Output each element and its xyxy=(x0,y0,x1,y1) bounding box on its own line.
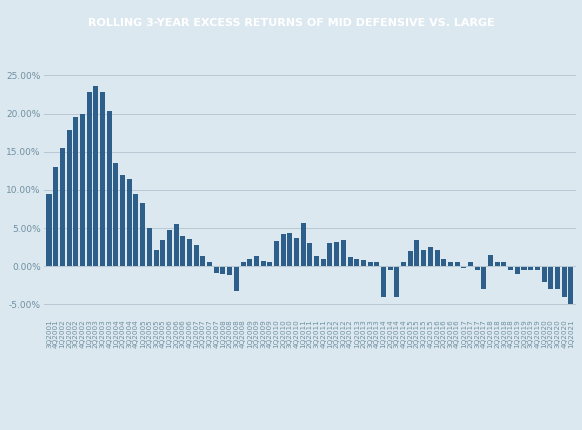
Bar xyxy=(321,259,326,266)
Bar xyxy=(173,224,179,266)
Bar xyxy=(187,239,192,266)
Bar xyxy=(288,233,292,266)
Bar xyxy=(401,262,406,266)
Bar xyxy=(180,236,185,266)
Bar xyxy=(167,230,172,266)
Bar xyxy=(388,266,393,270)
Bar xyxy=(133,194,139,266)
Bar xyxy=(53,167,58,266)
Bar xyxy=(214,266,219,273)
Bar xyxy=(47,194,52,266)
Bar xyxy=(107,111,112,266)
Bar xyxy=(341,240,346,266)
Bar xyxy=(535,266,540,270)
Bar xyxy=(66,130,72,266)
Bar xyxy=(113,163,118,266)
Bar xyxy=(542,266,546,282)
Bar xyxy=(508,266,513,270)
Bar xyxy=(435,249,439,266)
Bar xyxy=(515,266,520,274)
Bar xyxy=(154,249,158,266)
Bar xyxy=(414,240,420,266)
Bar xyxy=(462,266,466,268)
Bar xyxy=(60,148,65,266)
Bar xyxy=(274,241,279,266)
Bar xyxy=(160,240,165,266)
Bar xyxy=(395,266,399,297)
Bar xyxy=(568,266,573,304)
Bar xyxy=(93,86,98,266)
Bar xyxy=(87,92,91,266)
Bar xyxy=(495,262,500,266)
Bar xyxy=(448,262,453,266)
Text: ROLLING 3-YEAR EXCESS RETURNS OF MID DEFENSIVE VS. LARGE: ROLLING 3-YEAR EXCESS RETURNS OF MID DEF… xyxy=(88,18,494,28)
Bar xyxy=(521,266,527,270)
Bar xyxy=(314,256,319,266)
Bar xyxy=(488,255,493,266)
Bar xyxy=(221,266,225,274)
Bar xyxy=(254,256,259,266)
Bar xyxy=(328,243,332,266)
Bar xyxy=(562,266,567,297)
Bar xyxy=(127,178,132,266)
Bar xyxy=(368,262,372,266)
Bar xyxy=(528,266,533,270)
Bar xyxy=(481,266,487,289)
Bar xyxy=(247,259,252,266)
Bar xyxy=(421,249,426,266)
Bar xyxy=(555,266,560,289)
Bar xyxy=(374,262,379,266)
Bar xyxy=(408,251,413,266)
Bar xyxy=(73,117,78,266)
Bar xyxy=(307,243,313,266)
Bar xyxy=(301,223,306,266)
Bar xyxy=(334,242,339,266)
Bar xyxy=(140,203,145,266)
Bar xyxy=(120,175,125,266)
Bar xyxy=(100,92,105,266)
Bar xyxy=(207,262,212,266)
Bar xyxy=(428,247,433,266)
Bar xyxy=(548,266,553,289)
Bar xyxy=(468,262,473,266)
Bar xyxy=(381,266,386,297)
Bar xyxy=(281,234,286,266)
Bar xyxy=(441,259,446,266)
Bar xyxy=(294,238,299,266)
Bar xyxy=(267,262,272,266)
Bar xyxy=(240,262,246,266)
Bar xyxy=(475,266,480,270)
Bar xyxy=(261,261,265,266)
Bar xyxy=(455,262,460,266)
Bar xyxy=(347,257,353,266)
Bar xyxy=(227,266,232,276)
Bar xyxy=(194,245,198,266)
Bar xyxy=(80,114,85,266)
Bar xyxy=(502,262,506,266)
Bar xyxy=(200,255,205,266)
Bar xyxy=(354,259,359,266)
Bar xyxy=(361,260,366,266)
Bar xyxy=(234,266,239,291)
Bar xyxy=(147,228,152,266)
